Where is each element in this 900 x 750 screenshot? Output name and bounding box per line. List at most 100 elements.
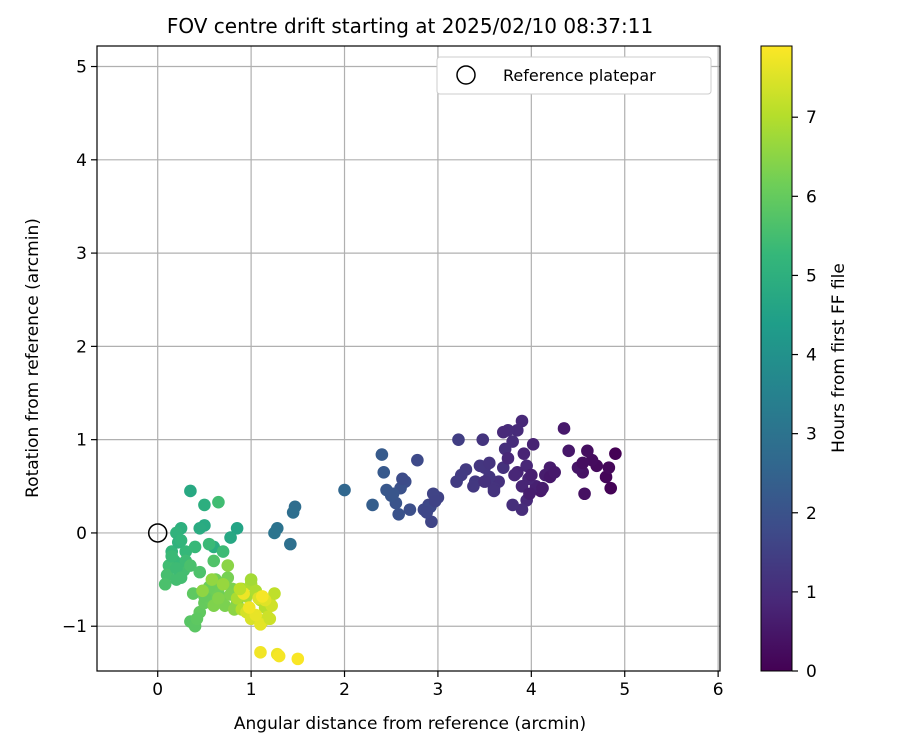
data-point [212, 495, 225, 509]
data-point [506, 498, 519, 512]
data-point [557, 422, 571, 435]
data-point [174, 571, 188, 585]
chart-title: FOV centre drift starting at 2025/02/10 … [167, 14, 653, 38]
legend-box [436, 56, 712, 95]
data-point [170, 562, 183, 575]
colorbar-tick-label: 3 [806, 425, 817, 445]
data-point [578, 487, 591, 501]
y-tick-label: 5 [76, 58, 87, 78]
data-point [576, 456, 589, 470]
data-point [291, 652, 305, 666]
x-tick-label: 1 [246, 680, 257, 700]
data-point [179, 545, 193, 558]
colorbar-gradient [760, 45, 793, 672]
data-point [467, 479, 480, 493]
y-tick-label: 3 [76, 244, 87, 264]
data-point [196, 584, 209, 598]
colorbar-tick-label: 7 [806, 108, 817, 128]
data-point [174, 534, 188, 547]
data-point [526, 438, 540, 451]
data-point [515, 414, 529, 428]
data-point [602, 461, 616, 474]
data-point [403, 503, 417, 516]
data-point [581, 444, 594, 458]
data-point [254, 646, 267, 659]
data-point [338, 483, 351, 497]
y-tick-label: 2 [76, 337, 87, 357]
data-point [193, 565, 207, 579]
data-point [188, 540, 202, 554]
data-point [233, 582, 247, 596]
reference-platepar-marker [147, 523, 168, 543]
data-point [520, 459, 533, 473]
y-tick-label: 0 [76, 524, 87, 544]
data-point [165, 549, 179, 563]
y-tick-label: 1 [76, 431, 87, 451]
colorbar-tick-label: 1 [806, 583, 817, 603]
data-point [386, 487, 400, 501]
colorbar-tick-label: 2 [806, 504, 817, 524]
x-tick-label: 0 [152, 680, 163, 700]
data-point [420, 506, 434, 519]
colorbar: 0 1 2 3 4 5 6 7 Hours from first FF file [760, 45, 849, 682]
data-point [254, 618, 267, 631]
data-point [224, 531, 237, 544]
data-point [501, 452, 515, 465]
data-point [205, 573, 219, 586]
data-point [508, 468, 521, 482]
data-point [286, 506, 300, 519]
data-point [425, 515, 438, 529]
data-point [190, 612, 204, 626]
data-point [604, 481, 618, 495]
data-point [263, 612, 277, 626]
x-tick-label: 2 [339, 680, 350, 700]
legend: Reference platepar [436, 56, 712, 95]
data-point [487, 484, 501, 498]
data-point [284, 537, 297, 551]
data-point [482, 456, 496, 470]
data-point [268, 587, 281, 600]
x-tick-label: 3 [433, 680, 444, 700]
x-tick-label: 6 [713, 680, 724, 700]
data-point [244, 573, 258, 586]
data-point [375, 448, 389, 461]
scatter-points [158, 414, 622, 666]
data-point [523, 487, 536, 501]
plot-frame [96, 45, 721, 672]
colorbar-tick-label: 4 [806, 346, 817, 366]
data-point [515, 503, 529, 516]
x-tick-label: 5 [619, 680, 630, 700]
data-point [202, 537, 216, 551]
data-point [476, 433, 490, 446]
y-tick-label: 4 [76, 151, 87, 171]
data-point [184, 559, 197, 572]
data-point [198, 498, 211, 512]
data-point [207, 554, 221, 568]
data-point [562, 444, 575, 458]
data-point [450, 475, 463, 488]
data-point [609, 447, 622, 460]
colorbar-tick-label: 0 [806, 662, 817, 682]
data-point [497, 425, 510, 439]
data-point [158, 577, 172, 591]
y-axis-label: Rotation from reference (arcmin) [23, 218, 43, 498]
grid-lines [97, 46, 720, 671]
data-point [216, 577, 230, 591]
data-point [411, 453, 424, 467]
x-tick-label: 4 [526, 680, 537, 700]
x-axis-label: Angular distance from reference (arcmin) [234, 714, 586, 734]
data-point [221, 559, 235, 572]
colorbar-label: Hours from first FF file [829, 263, 849, 453]
data-point [525, 468, 538, 482]
data-point [160, 568, 174, 582]
data-point [392, 507, 405, 521]
colorbar-tick-label: 5 [806, 266, 817, 286]
data-point [366, 498, 379, 512]
data-point [517, 447, 531, 460]
data-point [396, 472, 409, 486]
data-point [242, 601, 256, 614]
data-point [256, 590, 269, 603]
data-point [497, 461, 510, 474]
data-point [230, 521, 244, 535]
axis-ticks: 0 1 2 3 4 5 6 −1 0 1 2 3 4 5 [62, 58, 724, 700]
